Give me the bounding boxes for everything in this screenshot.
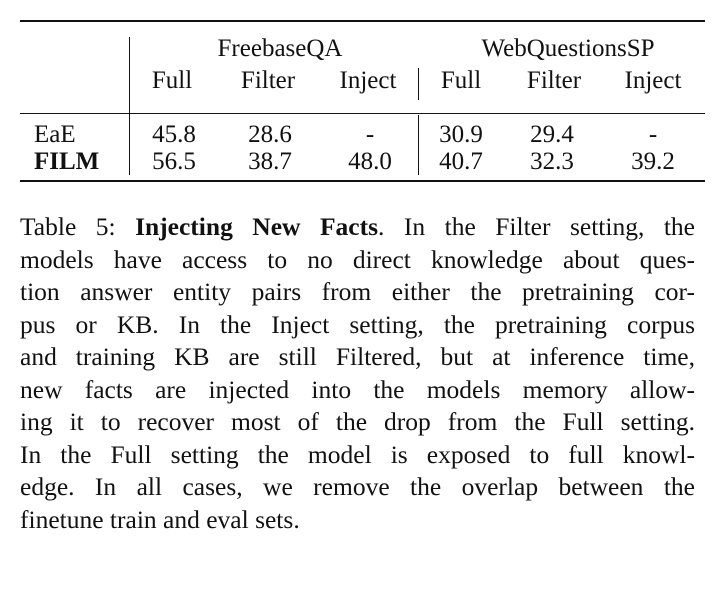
table-cell: -: [365, 121, 375, 148]
table-bottom-rule: [20, 180, 705, 182]
group-header-freebaseqa: FreebaseQA: [217, 35, 343, 62]
table-cell: 39.2: [631, 148, 675, 175]
column-divider-mid: [418, 68, 420, 100]
table-cell: 56.5: [152, 148, 196, 175]
caption-line: tion answer entity pairs from either the…: [20, 277, 695, 306]
table-cell: 38.7: [248, 148, 292, 175]
table-cell: 48.0: [348, 148, 392, 175]
group-header-webquestionssp: WebQuestionsSP: [481, 35, 655, 62]
results-table: FreebaseQA WebQuestionsSP Full Filter In…: [20, 20, 705, 185]
table-mid-rule: [20, 113, 705, 115]
caption-line: finetune train and eval sets.: [20, 504, 300, 534]
subheader-inject: Inject: [624, 67, 682, 94]
subheader-full: Full: [151, 67, 193, 94]
subheader-filter: Filter: [526, 67, 582, 94]
column-divider-mid-body: [418, 115, 420, 175]
table-caption: Table 5: Injecting New Facts. In the Fil…: [20, 211, 695, 536]
table-cell: -: [648, 121, 658, 148]
column-divider-left-body: [129, 115, 131, 175]
caption-line: pus or KB. In the Inject setting, the pr…: [20, 309, 695, 339]
caption-line: new facts are injected into the models m…: [20, 374, 695, 404]
caption-line: edge. In all cases, we remove the overla…: [20, 472, 695, 501]
caption-title: Injecting New Facts: [135, 212, 379, 241]
caption-line: Table 5: Injecting New Facts. In the Fil…: [20, 211, 695, 244]
table-top-rule: [20, 20, 705, 22]
subheader-filter: Filter: [240, 67, 296, 94]
caption-text: . In the Filter setting, the: [378, 212, 695, 241]
caption-line: In the Full setting the model is exposed…: [20, 439, 695, 469]
table-cell: 32.3: [530, 148, 574, 175]
table-cell: 30.9: [439, 121, 483, 148]
row-label: EaE: [34, 121, 76, 148]
caption-line: models have access to no direct knowledg…: [20, 244, 695, 274]
table-cell: 40.7: [439, 148, 483, 175]
table-cell: 45.8: [152, 121, 196, 148]
subheader-inject: Inject: [339, 67, 397, 94]
subheader-full: Full: [440, 67, 482, 94]
caption-prefix: Table 5:: [20, 212, 136, 241]
table-cell: 28.6: [248, 121, 292, 148]
column-divider-left: [129, 37, 131, 115]
caption-line: ing it to recover most of the drop from …: [20, 407, 695, 436]
caption-line: and training KB are still Filtered, but …: [20, 342, 695, 371]
table-cell: 29.4: [530, 121, 574, 148]
row-label: FILM: [34, 148, 100, 175]
